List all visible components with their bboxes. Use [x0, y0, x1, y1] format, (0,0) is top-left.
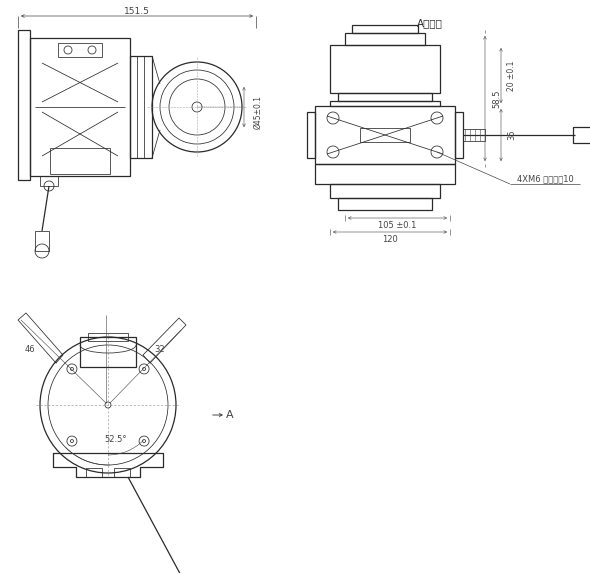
Bar	[80, 337, 136, 367]
Text: 105 ±0.1: 105 ±0.1	[378, 222, 416, 230]
Bar	[40, 176, 58, 186]
Bar	[58, 43, 102, 57]
Bar	[35, 231, 49, 251]
Bar	[130, 56, 152, 158]
Bar	[315, 164, 455, 184]
Text: 32: 32	[155, 346, 165, 355]
Bar	[463, 129, 485, 141]
Text: Ø45±0.1: Ø45±0.1	[254, 95, 263, 129]
Text: 120: 120	[382, 236, 398, 245]
Bar	[338, 198, 432, 210]
Text: A: A	[226, 410, 234, 420]
Bar	[330, 101, 440, 106]
Text: 151.5: 151.5	[124, 6, 150, 15]
Bar	[455, 112, 463, 158]
Bar	[88, 333, 128, 341]
Bar	[345, 33, 425, 45]
Text: 4XM6 螺纹深度10: 4XM6 螺纹深度10	[517, 175, 573, 183]
Bar	[30, 38, 130, 176]
Text: A向旋转: A向旋转	[417, 18, 443, 28]
Bar	[330, 184, 440, 198]
Bar	[360, 128, 410, 142]
Bar	[86, 468, 102, 477]
Text: 52.5°: 52.5°	[105, 435, 127, 445]
Bar	[573, 127, 590, 143]
Bar	[307, 112, 315, 158]
Bar	[50, 148, 110, 174]
Text: 35: 35	[507, 129, 516, 140]
Bar	[352, 25, 418, 33]
Bar	[338, 93, 432, 101]
Text: 58.5: 58.5	[493, 89, 502, 108]
Bar	[18, 30, 30, 180]
Bar	[315, 106, 455, 164]
Text: 20 ±0.1: 20 ±0.1	[507, 60, 516, 91]
Bar	[114, 468, 130, 477]
Text: 46: 46	[25, 346, 35, 355]
Bar	[330, 45, 440, 93]
